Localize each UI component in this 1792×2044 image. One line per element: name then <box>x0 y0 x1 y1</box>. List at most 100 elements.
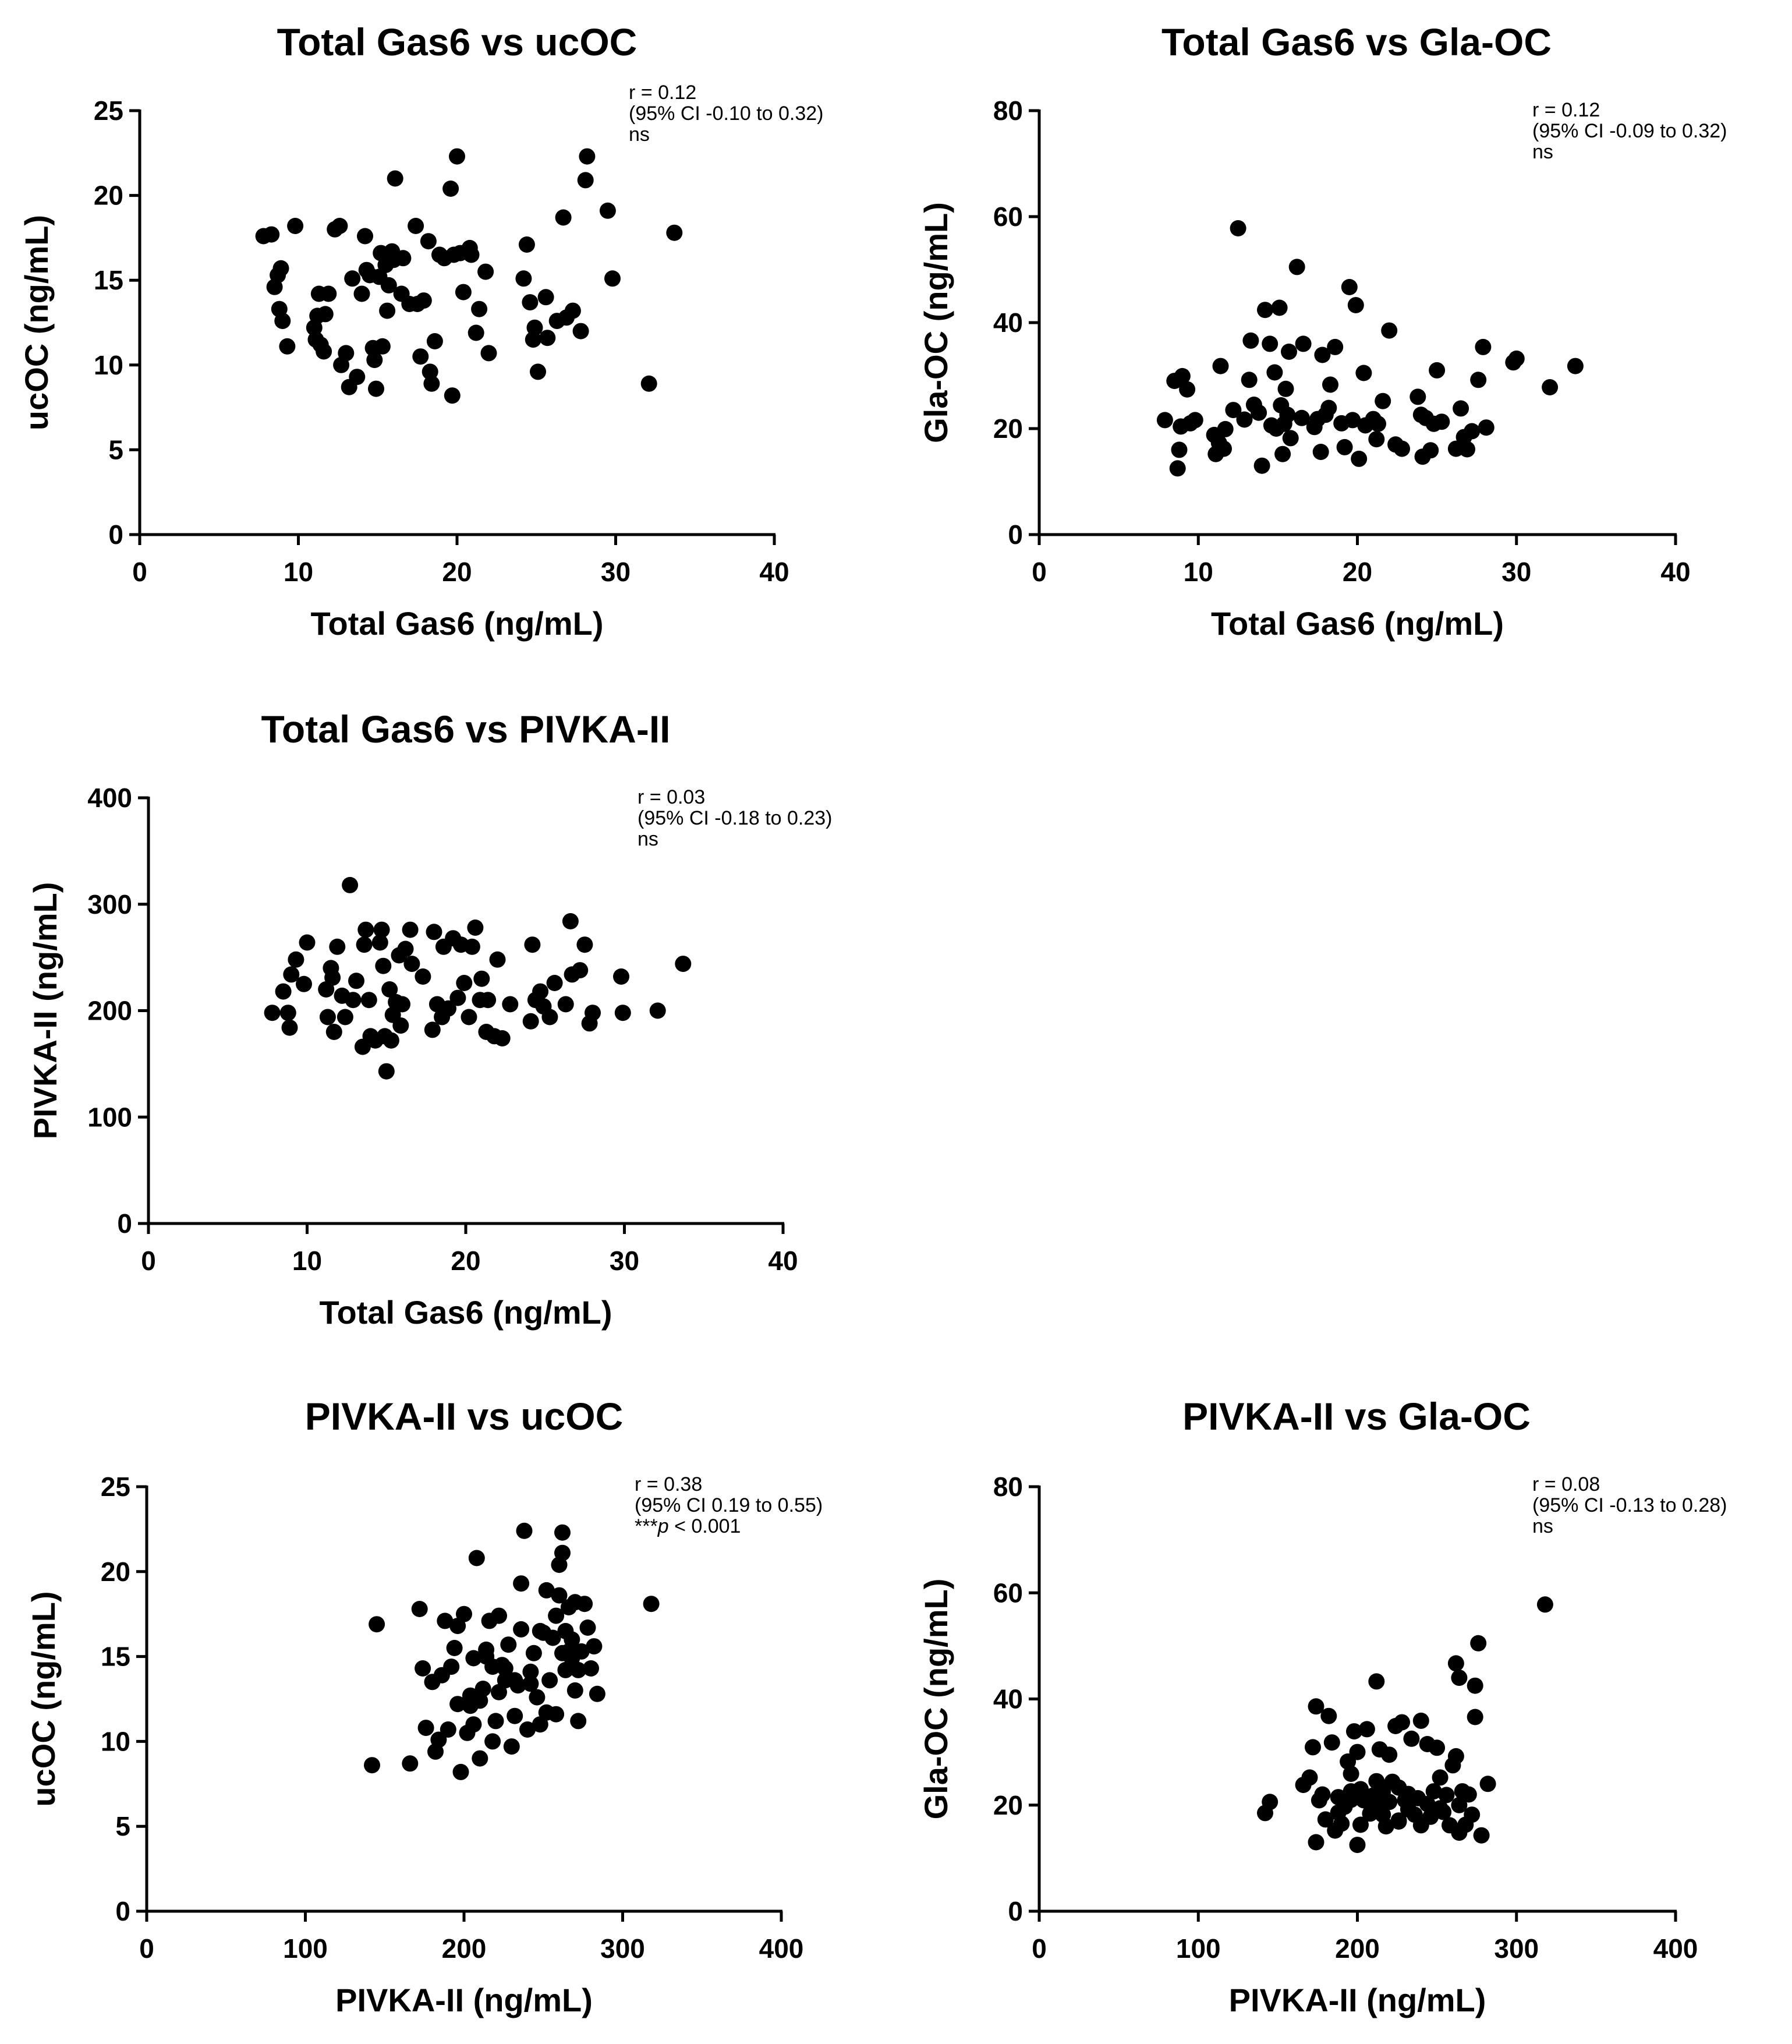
x-tick-label: 20 <box>1343 557 1372 587</box>
data-point <box>379 302 396 319</box>
data-point <box>537 289 554 306</box>
data-point <box>1187 412 1203 429</box>
data-point <box>1217 420 1234 437</box>
x-tick-label: 40 <box>1660 557 1690 587</box>
data-point <box>1271 299 1288 316</box>
y-axis-label: PIVKA-II (ng/mL) <box>27 882 63 1140</box>
data-point <box>1409 388 1426 405</box>
data-point <box>378 1063 395 1080</box>
data-point <box>1288 259 1305 275</box>
data-point <box>1241 372 1258 388</box>
data-point <box>349 369 366 386</box>
data-point <box>415 968 431 985</box>
data-point <box>402 921 419 938</box>
y-tick-label: 80 <box>993 96 1023 126</box>
data-point <box>1282 430 1299 447</box>
data-point <box>1293 409 1310 426</box>
x-tick-label: 10 <box>284 557 313 587</box>
data-point <box>570 1661 587 1678</box>
x-tick-label: 10 <box>292 1246 322 1276</box>
y-axis-label: ucOC (ng/mL) <box>25 1591 62 1806</box>
scatter-points <box>255 148 683 404</box>
data-point <box>272 260 289 277</box>
data-point <box>1438 1787 1455 1803</box>
annotation-r: r = 0.12 <box>629 82 696 104</box>
data-point <box>1216 440 1232 457</box>
data-point <box>423 375 440 392</box>
data-point <box>465 1650 482 1667</box>
data-point <box>539 330 556 346</box>
data-point <box>1536 1596 1553 1613</box>
data-point <box>415 1660 431 1677</box>
data-point <box>1277 380 1294 397</box>
data-point <box>1381 322 1398 339</box>
data-point <box>1400 1785 1416 1802</box>
data-point <box>402 1755 419 1772</box>
data-point <box>1447 1655 1464 1672</box>
chart-pivka-glaoc: PIVKA-II vs Gla-OC 0 100 200 300 400 0 20 40 60 80… <box>918 1395 1727 2018</box>
x-tick-label: 10 <box>1184 557 1213 587</box>
data-point <box>1479 1776 1496 1792</box>
data-point <box>544 1629 561 1646</box>
data-point <box>640 375 657 392</box>
data-point <box>573 1643 590 1660</box>
data-point <box>1279 406 1296 423</box>
data-point <box>422 363 438 380</box>
data-point <box>1419 1795 1436 1812</box>
y-tick-label: 25 <box>101 1472 130 1502</box>
data-point <box>1368 431 1385 448</box>
data-point <box>1320 1707 1337 1724</box>
data-point <box>279 338 296 355</box>
data-point <box>1169 460 1186 477</box>
data-point <box>497 1660 513 1677</box>
data-point <box>264 1005 281 1021</box>
data-point <box>1355 365 1372 381</box>
data-point <box>516 1522 533 1539</box>
data-point <box>1343 1791 1359 1808</box>
x-tick-label: 100 <box>1176 1933 1221 1964</box>
annotation-significance: ns <box>1532 1515 1553 1537</box>
data-point <box>1368 1673 1385 1690</box>
chart-title: Total Gas6 vs Gla-OC <box>1161 20 1552 63</box>
data-point <box>465 1716 482 1733</box>
data-point <box>1464 423 1481 440</box>
data-point <box>585 1005 601 1021</box>
data-point <box>1171 441 1188 458</box>
data-point <box>484 1658 501 1675</box>
x-axis-label: Total Gas6 (ng/mL) <box>311 605 604 642</box>
data-point <box>1179 381 1196 398</box>
data-point <box>1349 1837 1366 1854</box>
x-tick-label: 100 <box>283 1933 328 1964</box>
chart-title: Total Gas6 vs PIVKA-II <box>261 708 671 751</box>
x-tick-label: 40 <box>768 1246 798 1276</box>
data-point <box>530 363 546 380</box>
data-point <box>1336 438 1353 455</box>
data-point <box>411 1601 428 1617</box>
data-point <box>557 996 574 1013</box>
data-point <box>1295 335 1312 352</box>
x-axis-label: PIVKA-II (ng/mL) <box>335 1982 593 2018</box>
data-point <box>1317 1811 1334 1828</box>
scatter-points <box>1257 1596 1553 1854</box>
data-point <box>1390 1813 1407 1830</box>
data-point <box>440 1721 456 1738</box>
data-point <box>1453 400 1469 417</box>
data-point <box>1377 1818 1394 1835</box>
data-point <box>366 352 383 369</box>
data-point <box>525 331 541 348</box>
y-tick-label: 80 <box>993 1472 1023 1502</box>
data-point <box>446 1640 463 1656</box>
data-point <box>666 224 683 241</box>
data-point <box>613 968 629 985</box>
x-tick-label: 20 <box>442 557 472 587</box>
data-point <box>1327 338 1344 355</box>
data-point <box>599 202 616 219</box>
chart-title: PIVKA-II vs Gla-OC <box>1182 1395 1531 1438</box>
data-point <box>1467 1677 1483 1694</box>
x-tick-label: 20 <box>451 1246 480 1276</box>
data-point <box>369 1616 385 1633</box>
data-point <box>357 228 373 245</box>
y-tick-label: 300 <box>87 889 132 920</box>
data-point <box>1212 358 1229 374</box>
